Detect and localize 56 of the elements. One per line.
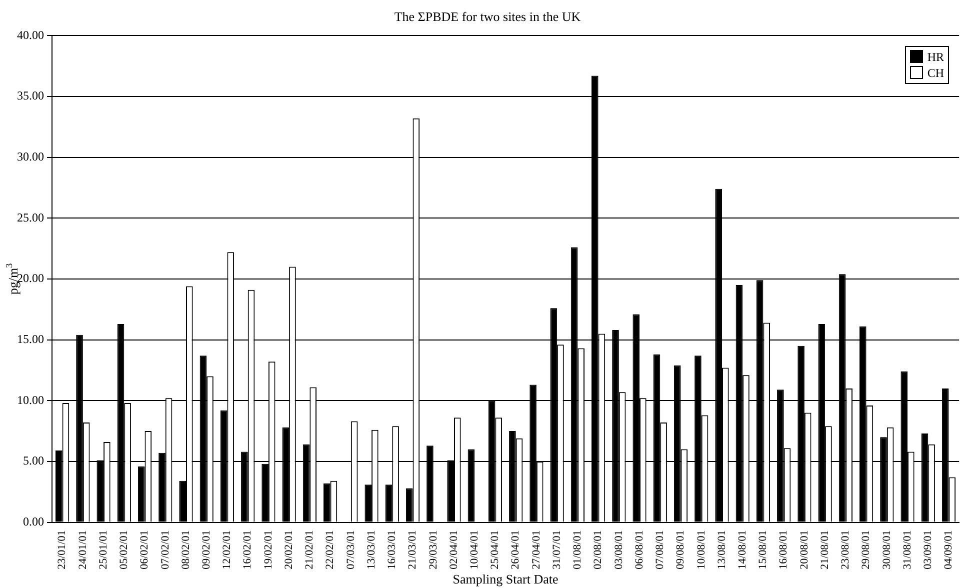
x-tick-label: 10/08/01: [695, 530, 708, 570]
x-tick-label: 16/03/01: [386, 530, 398, 570]
x-tick-label: 15/08/01: [757, 530, 770, 570]
x-tick-label: 14/08/01: [736, 530, 748, 570]
y-tick-label: 5.00: [23, 454, 44, 468]
y-tick-label: 15.00: [17, 332, 44, 346]
y-tick-label: 10.00: [17, 392, 44, 407]
x-tick-label: 25/01/01: [97, 530, 110, 570]
x-tick-label: 12/02/01: [221, 530, 234, 570]
y-tick-label: 35.00: [17, 88, 44, 103]
x-tick-label: 31/08/01: [901, 530, 914, 570]
x-tick-label: 24/01/01: [76, 530, 89, 570]
x-tick-label: 29/03/01: [427, 530, 440, 570]
x-tick-label: 29/08/01: [860, 530, 872, 570]
y-tick-label: 40.00: [17, 28, 44, 42]
x-tick-label: 06/02/01: [138, 530, 151, 570]
x-tick-label: 21/03/01: [406, 530, 419, 570]
legend-label: CH: [927, 64, 944, 81]
y-tick-label: 30.00: [17, 149, 44, 164]
x-tick-label: 13/08/01: [716, 530, 728, 570]
x-tick-label: 23/01/01: [56, 530, 68, 570]
x-tick-label: 08/02/01: [180, 530, 192, 570]
x-tick-label: 21/02/01: [304, 530, 316, 570]
y-tick-label: 25.00: [17, 210, 44, 224]
x-tick-label: 06/08/01: [633, 530, 646, 570]
y-tick-label: 0.00: [23, 514, 44, 528]
x-tick-label: 25/04/01: [489, 530, 502, 570]
x-tick-label: 02/08/01: [592, 530, 604, 570]
x-tick-label: 22/02/01: [324, 530, 336, 570]
legend-label: HR: [927, 48, 944, 65]
x-tick-label: 13/03/01: [365, 530, 378, 570]
x-tick-label: 10/04/01: [468, 530, 480, 570]
x-tick-label: 09/08/01: [674, 530, 687, 570]
x-tick-label: 05/02/01: [118, 530, 130, 570]
x-tick-label: 07/08/01: [654, 530, 666, 570]
x-tick-label: 19/02/01: [262, 530, 274, 570]
x-tick-label: 01/08/01: [572, 530, 584, 570]
x-tick-label: 31/07/01: [550, 530, 563, 570]
x-tick-label: 09/02/01: [200, 530, 213, 570]
x-tick-label: 26/04/01: [510, 530, 522, 570]
x-tick-label: 02/04/01: [448, 530, 460, 570]
x-tick-label: 23/08/01: [840, 530, 852, 570]
x-tick-label: 03/09/01: [922, 530, 934, 570]
x-tick-label: 20/02/01: [282, 530, 295, 570]
x-tick-label: 20/08/01: [798, 530, 810, 570]
x-tick-label: 27/04/01: [530, 530, 542, 570]
chart-title: The ΣPBDE for two sites in the UK: [394, 9, 582, 24]
x-axis-title: Sampling Start Date: [452, 572, 558, 587]
x-tick-label: 16/02/01: [242, 530, 254, 570]
x-tick-label: 04/09/01: [942, 530, 955, 570]
x-tick-label: 16/08/01: [778, 530, 790, 570]
x-tick-label: 30/08/01: [880, 530, 893, 570]
x-tick-label: 21/08/01: [818, 530, 831, 570]
x-tick-label: 07/03/01: [344, 530, 357, 570]
x-tick-label: 07/02/01: [159, 530, 172, 570]
x-tick-label: 03/08/01: [612, 530, 625, 570]
